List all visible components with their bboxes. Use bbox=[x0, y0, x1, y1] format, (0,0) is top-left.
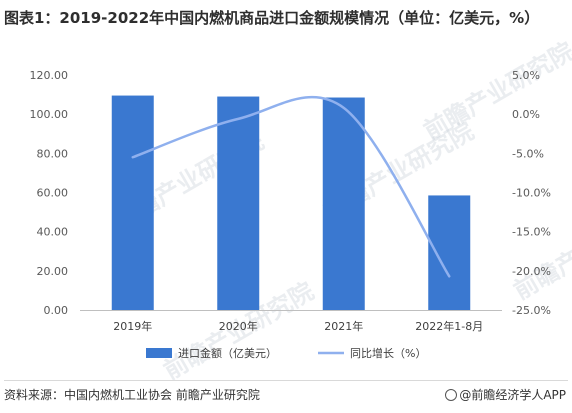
brand-credit: @前瞻经济学人APP bbox=[445, 386, 566, 403]
y-left-tick-label: 80.00 bbox=[37, 147, 69, 160]
footer-divider bbox=[4, 380, 568, 381]
y-right-tick-label: -15.0% bbox=[512, 226, 551, 239]
watermark-text: 前瞻产业研究院 bbox=[509, 197, 572, 305]
source-note: 资料来源：中国内燃机工业协会 前瞻产业研究院 bbox=[4, 388, 260, 402]
y-right-tick-label: 0.0% bbox=[512, 108, 540, 121]
watermark-text: 前瞻产业研究院 bbox=[419, 37, 572, 145]
x-tick-label: 2022年1-8月 bbox=[415, 319, 483, 333]
bar-1 bbox=[217, 96, 260, 311]
chart-title: 图表1：2019-2022年中国内燃机商品进口金额规模情况（单位：亿美元，%） bbox=[4, 9, 540, 27]
tick-labels: 0.00 20.00 40.00 60.00 80.00 100.00 120.00 -25.… bbox=[30, 69, 551, 333]
bar-3 bbox=[428, 195, 471, 310]
growth-line bbox=[131, 96, 451, 278]
bar-0 bbox=[111, 95, 154, 310]
y-left-tick-label: 60.00 bbox=[37, 187, 69, 200]
legend: 进口金额（亿美元） 同比增长（%） bbox=[146, 346, 426, 360]
y-left-tick-label: 0.00 bbox=[44, 304, 69, 317]
brand-label: @前瞻经济学人APP bbox=[459, 388, 566, 402]
x-tick-label: 2020年 bbox=[219, 319, 258, 333]
y-right-tick-label: -20.0% bbox=[512, 265, 551, 278]
y-left-tick-label: 120.00 bbox=[30, 69, 69, 82]
brand-logo-icon bbox=[445, 389, 458, 401]
growth-line-path bbox=[131, 96, 451, 278]
y-left-tick-label: 100.00 bbox=[30, 108, 69, 121]
y-left-tick-label: 40.00 bbox=[37, 226, 69, 239]
x-tick-label: 2019年 bbox=[113, 319, 152, 333]
bars bbox=[111, 95, 471, 311]
y-right-tick-label: -5.0% bbox=[512, 147, 544, 160]
y-left-tick-label: 20.00 bbox=[37, 265, 69, 278]
y-right-tick-label: 5.0% bbox=[512, 69, 540, 82]
legend-label-bar: 进口金额（亿美元） bbox=[178, 346, 277, 360]
x-tick-label: 2021年 bbox=[324, 319, 363, 333]
y-right-tick-label: -10.0% bbox=[512, 187, 551, 200]
legend-swatch-bar bbox=[146, 348, 172, 358]
y-right-tick-label: -25.0% bbox=[512, 304, 551, 317]
legend-label-line: 同比增长（%） bbox=[350, 346, 426, 360]
bar-2 bbox=[322, 97, 365, 310]
